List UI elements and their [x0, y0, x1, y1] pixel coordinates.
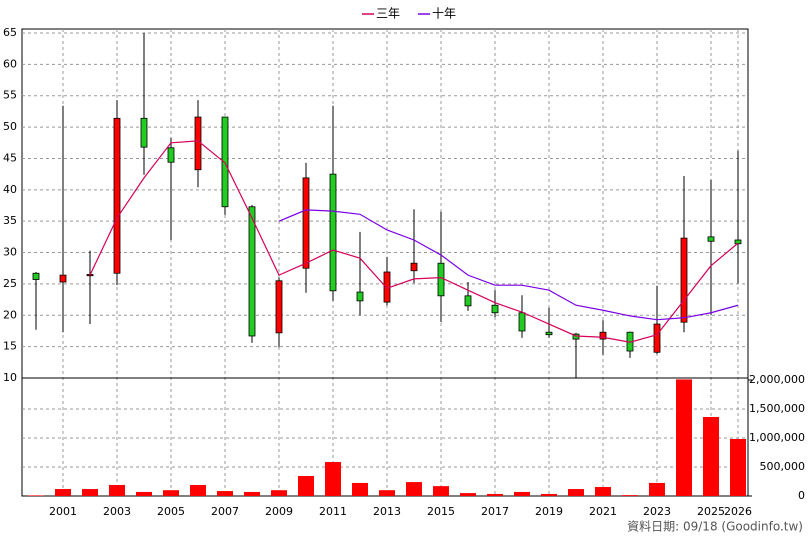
candle-body	[518, 312, 526, 332]
x-tick-label: 2026	[724, 505, 752, 518]
x-tick-label: 2023	[643, 505, 671, 518]
candle-body	[167, 147, 175, 163]
volume-bar	[325, 462, 341, 496]
x-tick-label: 2013	[373, 505, 401, 518]
volume-bar	[730, 438, 746, 496]
y2-tick-label: 1,000,000	[749, 431, 805, 444]
volume-bar	[298, 475, 314, 496]
volume-bar	[217, 491, 233, 496]
candle-body	[194, 116, 202, 171]
x-tick-label: 2005	[157, 505, 185, 518]
volume-bar	[595, 487, 611, 496]
candle-body	[59, 274, 67, 283]
y-tick-label: 45	[3, 151, 17, 164]
candle-body	[410, 262, 418, 272]
y2-tick-label: 0	[798, 489, 805, 502]
volume-bar	[622, 495, 638, 496]
candle-body	[113, 117, 121, 274]
volume-bar	[676, 379, 692, 496]
y-tick-label: 10	[3, 371, 17, 384]
ma-line	[89, 140, 739, 343]
candle-body	[545, 331, 553, 336]
y-tick-label: 40	[3, 183, 17, 196]
volume-bar	[352, 482, 368, 496]
candle-body	[275, 280, 283, 334]
candle-body	[599, 331, 607, 340]
volume-bar	[55, 489, 71, 496]
candle-body	[356, 291, 364, 302]
candle-body	[140, 117, 148, 148]
candle-body	[302, 177, 310, 269]
candle-body	[32, 272, 40, 280]
x-tick-label: 2017	[481, 505, 509, 518]
volume-bar	[514, 491, 530, 496]
candle-body	[221, 116, 229, 208]
candle-body	[437, 262, 445, 297]
volume-bar	[190, 484, 206, 496]
legend-label: 三年	[376, 7, 400, 21]
y-tick-label: 60	[3, 57, 17, 70]
y-tick-label: 30	[3, 246, 17, 259]
y-tick-label: 15	[3, 340, 17, 353]
volume-bar	[163, 490, 179, 496]
footer: 資料日期: 09/18 (Goodinfo.tw)	[627, 520, 803, 534]
x-tick-label: 2003	[103, 505, 131, 518]
y2-tick-label: 500,000	[760, 460, 806, 473]
y-tick-label: 25	[3, 277, 17, 290]
volume-bar	[433, 486, 449, 496]
x-tick-label: 2007	[211, 505, 239, 518]
volume-bar	[82, 489, 98, 496]
x-tick-label: 2021	[589, 505, 617, 518]
volume-bar	[541, 493, 557, 496]
volume-bar	[406, 482, 422, 496]
volume-bar	[379, 490, 395, 496]
y-tick-label: 55	[3, 89, 17, 102]
x-tick-label: 2009	[265, 505, 293, 518]
y-tick-label: 65	[3, 26, 17, 39]
plot-frame	[21, 28, 749, 497]
volume-bar	[649, 482, 665, 496]
x-tick-label: 2025	[697, 505, 725, 518]
y-tick-label: 35	[3, 214, 17, 227]
volume-bar	[568, 489, 584, 496]
candle-body	[680, 237, 688, 323]
y2-tick-label: 1,500,000	[749, 402, 805, 415]
y2-tick-label: 2,000,000	[749, 373, 805, 386]
legend-label: 十年	[432, 7, 456, 21]
x-tick-label: 2015	[427, 505, 455, 518]
candle-body	[491, 304, 499, 314]
candle-body	[329, 173, 337, 292]
volume-bar	[244, 491, 260, 496]
x-tick-label: 2011	[319, 505, 347, 518]
volume-bar	[703, 417, 719, 496]
volume-bar	[109, 484, 125, 496]
volume-bar	[28, 495, 44, 496]
candle-body	[464, 295, 472, 307]
volume-bar	[487, 493, 503, 496]
candle-body	[653, 323, 661, 353]
volume-bar	[136, 491, 152, 496]
y-tick-label: 20	[3, 308, 17, 321]
y-tick-label: 50	[3, 120, 17, 133]
volume-bar	[460, 493, 476, 496]
ma-line	[278, 209, 739, 321]
volume-bar	[271, 490, 287, 496]
x-tick-label: 2019	[535, 505, 563, 518]
x-tick-label: 2001	[49, 505, 77, 518]
candle-body	[248, 206, 256, 337]
candle-body	[707, 236, 715, 242]
